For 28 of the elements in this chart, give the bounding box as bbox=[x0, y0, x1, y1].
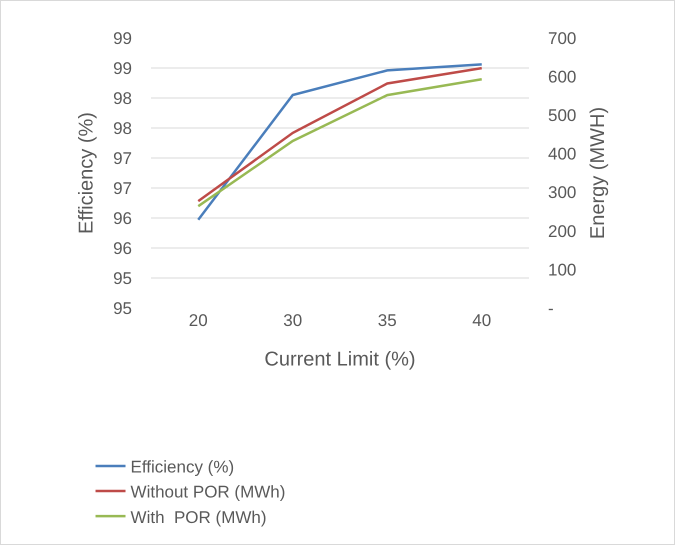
y2-tick-label: 500 bbox=[548, 106, 576, 126]
y2-tick-label: 200 bbox=[548, 222, 576, 241]
x-axis-title: Current Limit (%) bbox=[264, 348, 416, 370]
y-tick-label: 99 bbox=[113, 58, 132, 78]
y2-tick-label: - bbox=[548, 298, 554, 318]
legend-label: Without POR (MWh) bbox=[130, 482, 286, 502]
y2-tick-label: 100 bbox=[548, 260, 576, 280]
y-tick-label: 95 bbox=[113, 268, 132, 288]
y-tick-label: 98 bbox=[113, 88, 132, 108]
y2-tick-label: 600 bbox=[548, 68, 576, 87]
y-tick-label: 96 bbox=[113, 238, 132, 258]
y-tick-label: 95 bbox=[113, 298, 132, 318]
y2-axis-title: Energy (MWH) bbox=[586, 106, 609, 240]
y2-tick-label: 300 bbox=[548, 183, 576, 202]
x-tick-label: 20 bbox=[188, 311, 208, 330]
y2-tick-label: 400 bbox=[548, 144, 576, 164]
y-tick-label: 98 bbox=[113, 118, 132, 138]
y-tick-label: 97 bbox=[113, 148, 132, 168]
legend-label: With POR (MWh) bbox=[130, 508, 267, 527]
y-tick-label: 96 bbox=[113, 208, 132, 228]
y-tick-label: 99 bbox=[113, 28, 132, 48]
y2-tick-label: 700 bbox=[548, 28, 576, 48]
x-tick-label: 35 bbox=[378, 311, 397, 330]
x-tick-label: 40 bbox=[472, 311, 492, 330]
legend-label: Efficiency (%) bbox=[130, 458, 234, 477]
y-tick-label: 97 bbox=[113, 178, 132, 198]
y-axis-title: Efficiency (%) bbox=[76, 112, 98, 234]
x-tick-label: 30 bbox=[283, 311, 302, 330]
